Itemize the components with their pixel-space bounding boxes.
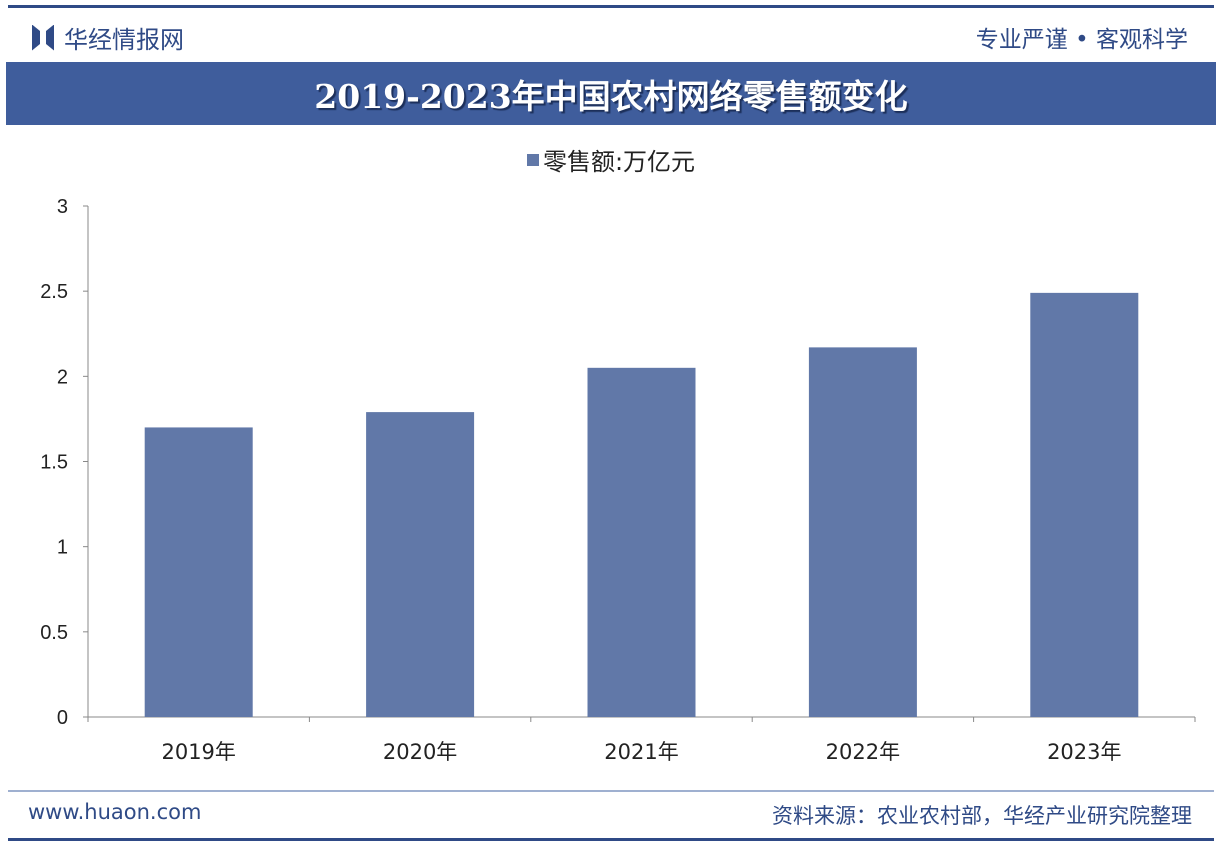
bar [366, 412, 475, 717]
x-tick-label: 2019年 [161, 740, 235, 764]
title-band: 2019-2023年中国农村网络零售额变化 [6, 62, 1216, 125]
bar [1030, 292, 1139, 717]
brand-logo: 华经情报网 [32, 20, 184, 55]
footer-rule [8, 790, 1214, 792]
x-tick-label: 2023年 [1047, 740, 1121, 764]
y-tick-label: 0 [57, 707, 68, 729]
y-tick-label: 1 [57, 537, 68, 559]
x-tick-label: 2021年 [604, 740, 678, 764]
website-link[interactable]: www.huaon.com [28, 800, 202, 824]
legend-label: 零售额:万亿元 [542, 148, 696, 176]
legend-swatch [526, 153, 539, 166]
x-tick-label: 2020年 [383, 740, 457, 764]
top-rule [8, 5, 1214, 8]
bar [144, 427, 253, 717]
brand-name: 华经情报网 [64, 26, 184, 54]
y-tick-label: 0.5 [40, 622, 68, 644]
y-tick-label: 3 [57, 196, 68, 218]
y-tick-label: 2 [57, 366, 68, 388]
y-tick-label: 1.5 [40, 452, 68, 474]
x-tick-label: 2022年 [826, 740, 900, 764]
bar [808, 347, 917, 717]
bottom-rule [8, 838, 1214, 841]
bar [587, 367, 696, 717]
y-tick-label: 2.5 [40, 281, 68, 303]
slogan: 专业严谨 • 客观科学 [975, 27, 1188, 53]
legend: 零售额:万亿元 [0, 142, 1222, 177]
chart-title: 2019-2023年中国农村网络零售额变化 [314, 76, 908, 116]
source-note: 资料来源：农业农村部，华经产业研究院整理 [772, 804, 1192, 828]
